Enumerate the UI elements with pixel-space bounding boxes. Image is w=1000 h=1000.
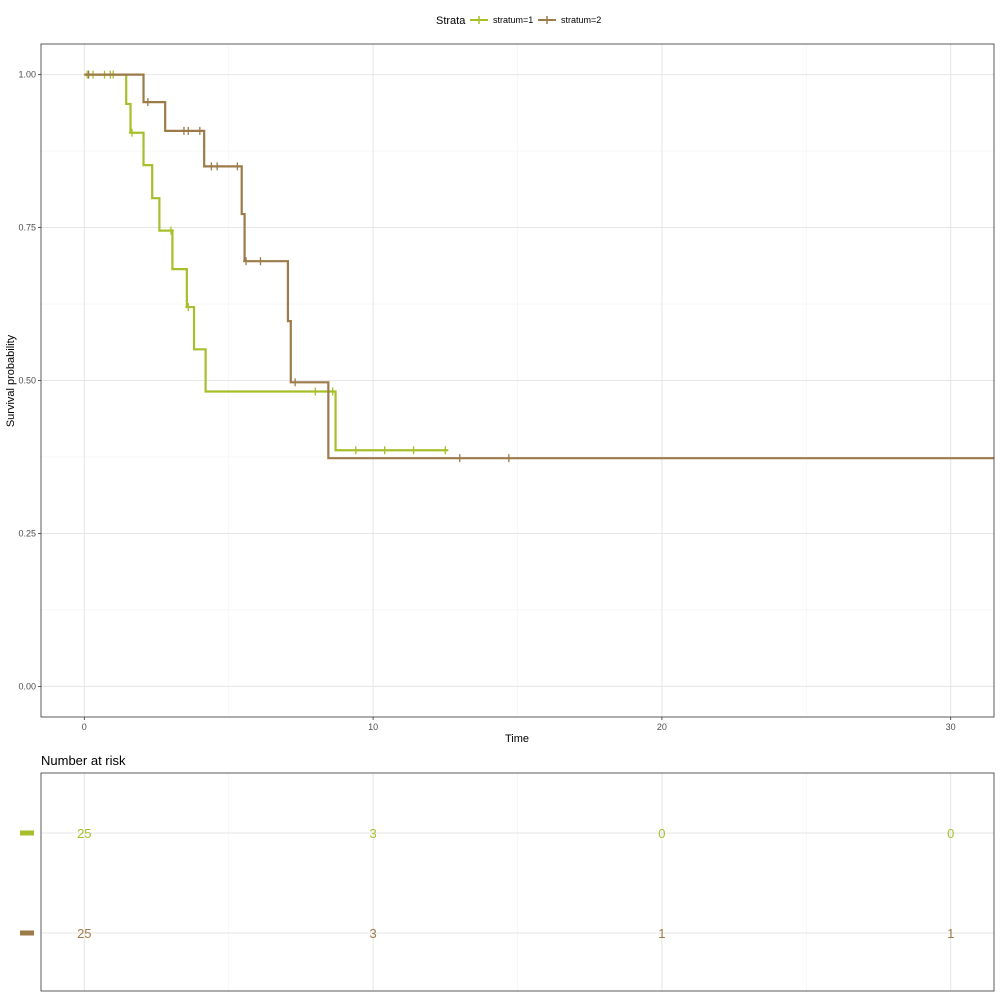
risk-table-border	[40, 772, 995, 992]
censor-mark-2	[292, 378, 299, 387]
censor-mark-1	[167, 226, 174, 235]
plot-gridlines	[41, 44, 994, 717]
risk-table-rows: 25 3 0 0 25 3 1 1	[20, 826, 954, 941]
risk-row-1: 25 3 0 0	[20, 826, 954, 841]
x-tick-label: 20	[657, 722, 667, 732]
y-axis-ticks: 0.00 0.25 0.50 0.75 1.00	[18, 70, 41, 691]
x-tick-label: 10	[368, 722, 378, 732]
y-axis-title: Survival probability	[5, 334, 17, 427]
risk-row-2: 25 3 1 1	[20, 926, 954, 941]
risk-count: 3	[369, 926, 376, 941]
x-axis-ticks: 0 10 20 30	[82, 717, 956, 732]
legend-label-2: stratum=2	[561, 15, 601, 25]
legend: Strata stratum=1 stratum=2	[436, 15, 601, 27]
y-tick-label: 1.00	[18, 70, 36, 80]
censor-mark-2	[144, 98, 151, 107]
legend-entry-1: stratum=1	[470, 15, 533, 25]
censor-mark-1	[312, 387, 319, 396]
censor-mark-2	[214, 162, 221, 171]
risk-table-title: Number at risk	[41, 753, 126, 768]
risk-count: 25	[77, 926, 91, 941]
censor-mark-1	[381, 446, 388, 455]
censor-mark-2	[85, 70, 92, 79]
censor-mark-1	[128, 128, 135, 137]
censor-mark-1	[352, 446, 359, 455]
survival-curve-1	[84, 73, 449, 452]
censor-mark-2	[208, 162, 215, 171]
censor-mark-2	[196, 126, 203, 135]
x-axis-title: Time	[505, 733, 529, 745]
censor-mark-1	[410, 446, 417, 455]
y-tick-label: 0.75	[18, 223, 36, 233]
risk-row-swatch	[20, 830, 34, 836]
risk-count: 1	[947, 926, 954, 941]
x-tick-label: 0	[82, 722, 87, 732]
censor-mark-1	[442, 446, 449, 455]
y-tick-label: 0.00	[18, 681, 36, 691]
survival-plot: 0.00 0.25 0.50 0.75 1.00 0 10 20 30 Time Surviv…	[5, 43, 995, 745]
censor-mark-2	[456, 454, 463, 463]
risk-row-swatch	[20, 930, 34, 936]
censor-mark-2	[234, 162, 241, 171]
risk-count: 0	[658, 826, 665, 841]
censor-mark-1	[185, 303, 192, 312]
x-tick-label: 30	[946, 722, 956, 732]
risk-count: 3	[369, 826, 376, 841]
censor-mark-1	[329, 387, 336, 396]
legend-title: Strata	[436, 15, 466, 27]
censor-mark-2	[505, 454, 512, 463]
risk-count: 25	[77, 826, 91, 841]
censor-mark-2	[243, 257, 250, 266]
y-tick-label: 0.25	[18, 528, 36, 538]
legend-label-1: stratum=1	[493, 15, 533, 25]
risk-table-gridlines	[41, 773, 994, 991]
censor-mark-2	[185, 126, 192, 135]
risk-count: 1	[658, 926, 665, 941]
legend-entry-2: stratum=2	[538, 15, 601, 25]
survival-curves	[84, 70, 994, 463]
censor-mark-2	[257, 257, 264, 266]
risk-count: 0	[947, 826, 954, 841]
y-tick-label: 0.50	[18, 376, 36, 386]
risk-table: Number at risk 25 3 0 0 25 3 1 1	[20, 753, 995, 992]
